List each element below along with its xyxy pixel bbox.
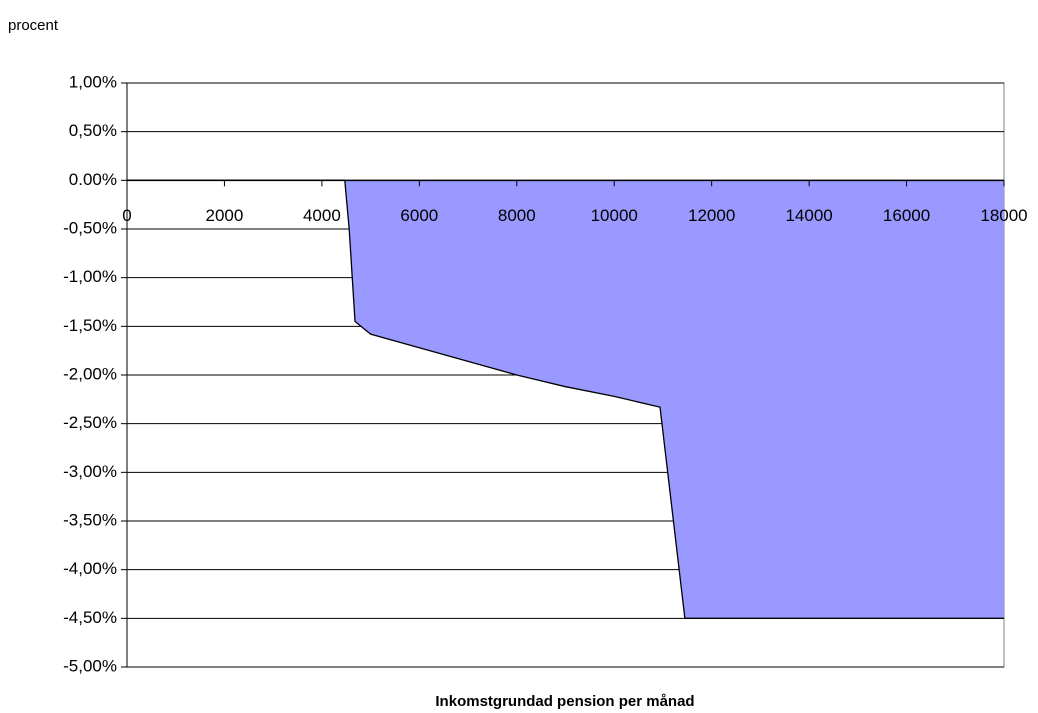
x-tick-label: 10000 [591,206,638,225]
x-tick-label: 8000 [498,206,536,225]
y-tick-label: 0.00% [69,170,117,189]
y-tick-label: -3,00% [63,462,117,481]
y-tick-label: -4,00% [63,559,117,578]
y-tick-label: 0,50% [69,121,117,140]
area [127,180,1004,619]
area-outline [127,179,1004,619]
y-tick-label: -2,50% [63,413,117,432]
x-tick-label: 4000 [303,206,341,225]
x-tick-label: 18000 [980,206,1027,225]
x-tick-label: 6000 [400,206,438,225]
y-tick-label: -5,00% [63,656,117,675]
y-tick-label: -3,50% [63,510,117,529]
x-tick-label: 0 [122,206,131,225]
y-tick-label: -4,50% [63,608,117,627]
x-axis-label: Inkomstgrundad pension per månad [435,693,694,710]
x-tick-label: 14000 [785,206,832,225]
y-tick-label: -0,50% [63,218,117,237]
x-tick-label: 2000 [206,206,244,225]
x-tick-label: 12000 [688,206,735,225]
y-axis-label: procent [8,17,59,34]
y-tick-label: -1,00% [63,267,117,286]
x-tick-label: 16000 [883,206,930,225]
y-tick-label: -2,00% [63,364,117,383]
y-tick-label: 1,00% [69,72,117,91]
y-tick-label: -1,50% [63,316,117,335]
